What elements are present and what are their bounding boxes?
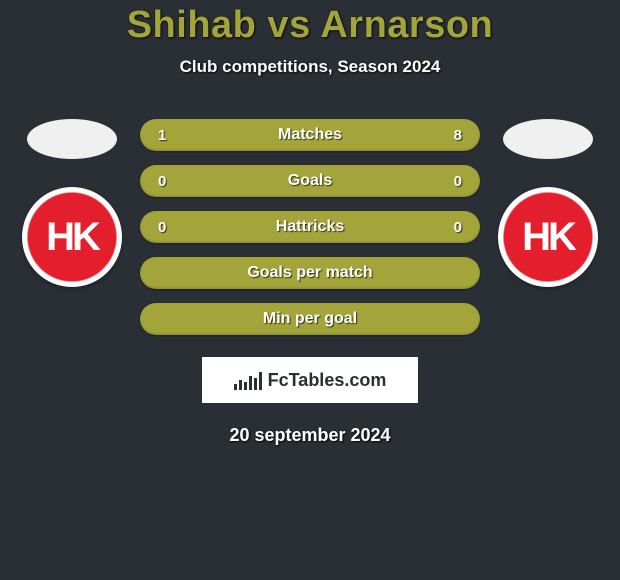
date-label: 20 september 2024: [0, 425, 620, 446]
stat-bar-matches: 1 Matches 8: [140, 119, 480, 151]
stats-column: 1 Matches 8 0 Goals 0 0 Hattricks 0 Goal…: [140, 119, 480, 335]
player-right-club-badge: HK: [498, 187, 598, 287]
player-right-column: HK: [498, 119, 598, 287]
stat-left-value: 0: [158, 173, 178, 190]
stat-bar-min-per-goal: Min per goal: [140, 303, 480, 335]
stat-bar-goals-per-match: Goals per match: [140, 257, 480, 289]
stat-label: Min per goal: [263, 310, 357, 328]
player-left-club-badge: HK: [22, 187, 122, 287]
page-title: Shihab vs Arnarson: [0, 4, 620, 47]
page-subtitle: Club competitions, Season 2024: [0, 57, 620, 77]
main-row: HK 1 Matches 8 0 Goals 0 0 Hattricks 0 G…: [0, 119, 620, 335]
chart-icon: [234, 370, 262, 390]
stat-label: Matches: [278, 126, 342, 144]
player-left-column: HK: [22, 119, 122, 287]
stat-label: Goals per match: [247, 264, 372, 282]
stat-right-value: 8: [442, 127, 462, 144]
stat-left-value: 1: [158, 127, 178, 144]
club-badge-text-right: HK: [522, 215, 574, 260]
stat-left-value: 0: [158, 219, 178, 236]
stat-right-value: 0: [442, 173, 462, 190]
stat-label: Hattricks: [276, 218, 344, 236]
source-logo-text: FcTables.com: [268, 370, 387, 391]
player-left-avatar: [27, 119, 117, 159]
comparison-widget: Shihab vs Arnarson Club competitions, Se…: [0, 0, 620, 446]
stat-label: Goals: [288, 172, 332, 190]
stat-bar-hattricks: 0 Hattricks 0: [140, 211, 480, 243]
player-right-avatar: [503, 119, 593, 159]
source-logo[interactable]: FcTables.com: [202, 357, 418, 403]
club-badge-text-left: HK: [46, 215, 98, 260]
stat-right-value: 0: [442, 219, 462, 236]
stat-bar-goals: 0 Goals 0: [140, 165, 480, 197]
